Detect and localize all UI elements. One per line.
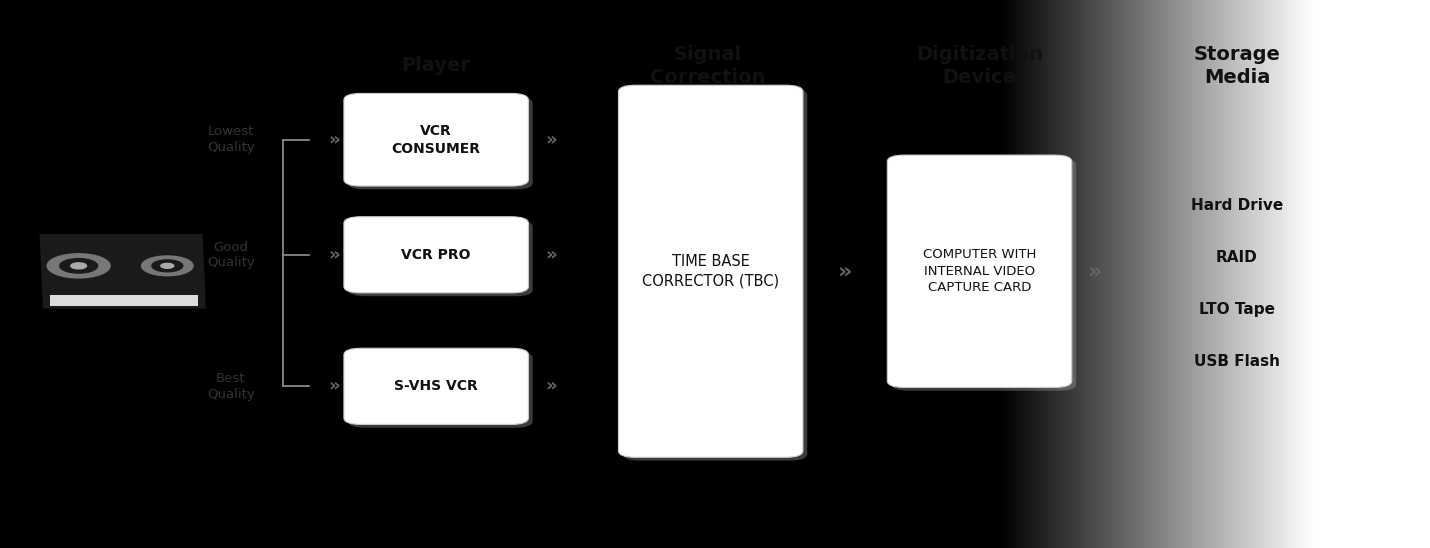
Text: »: »	[838, 261, 852, 281]
Bar	[50, 295, 199, 306]
Text: COMPUTER WITH
INTERNAL VIDEO
CAPTURE CARD: COMPUTER WITH INTERNAL VIDEO CAPTURE CAR…	[922, 248, 1037, 294]
FancyBboxPatch shape	[343, 349, 529, 425]
FancyBboxPatch shape	[618, 85, 804, 457]
Text: USB Flash: USB Flash	[1194, 354, 1280, 369]
Circle shape	[160, 264, 174, 269]
Text: »: »	[1087, 261, 1103, 281]
Circle shape	[142, 256, 193, 276]
Text: Best
Quality: Best Quality	[207, 372, 255, 401]
Text: RAID: RAID	[1216, 250, 1258, 265]
Circle shape	[60, 259, 97, 273]
Circle shape	[70, 263, 86, 269]
Text: LTO Tape: LTO Tape	[1198, 302, 1276, 317]
Polygon shape	[39, 233, 206, 309]
Text: »: »	[329, 246, 340, 264]
Text: Hard Drive: Hard Drive	[1191, 198, 1283, 213]
Text: Lowest
Quality: Lowest Quality	[207, 125, 255, 154]
FancyBboxPatch shape	[349, 97, 532, 190]
FancyBboxPatch shape	[887, 155, 1072, 387]
Text: Good
Quality: Good Quality	[207, 241, 255, 269]
Text: S-VHS VCR: S-VHS VCR	[395, 379, 478, 393]
Circle shape	[47, 254, 110, 278]
Text: »: »	[545, 131, 558, 149]
FancyBboxPatch shape	[343, 94, 529, 186]
Text: VCR PRO: VCR PRO	[402, 248, 470, 262]
FancyBboxPatch shape	[623, 89, 807, 460]
FancyBboxPatch shape	[349, 220, 532, 296]
Text: Player: Player	[402, 56, 470, 75]
Text: TIME BASE
CORRECTOR (TBC): TIME BASE CORRECTOR (TBC)	[642, 254, 779, 288]
Circle shape	[152, 260, 183, 272]
FancyBboxPatch shape	[343, 216, 529, 293]
FancyBboxPatch shape	[349, 352, 532, 427]
Text: Digitization
Device: Digitization Device	[917, 44, 1042, 87]
Text: VCR
CONSUMER: VCR CONSUMER	[392, 124, 480, 156]
Text: »: »	[545, 378, 558, 395]
Text: Storage
Media: Storage Media	[1194, 44, 1280, 87]
FancyBboxPatch shape	[892, 158, 1077, 391]
Text: »: »	[329, 378, 340, 395]
Text: »: »	[545, 246, 558, 264]
Text: Signal
Correction: Signal Correction	[651, 44, 765, 87]
Text: »: »	[329, 131, 340, 149]
